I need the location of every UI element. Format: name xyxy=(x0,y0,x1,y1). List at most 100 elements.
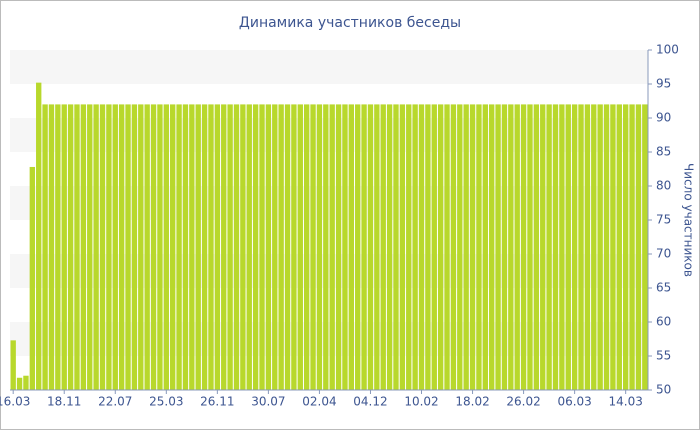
bar xyxy=(514,104,520,391)
y-tick-label: 75 xyxy=(656,213,671,227)
bar xyxy=(131,104,138,391)
y-tick-label: 50 xyxy=(656,383,671,397)
y-tick-label: 70 xyxy=(656,247,671,261)
x-tick-label: 06.03 xyxy=(557,395,591,409)
bar xyxy=(297,104,303,391)
bar xyxy=(55,104,61,391)
bar xyxy=(252,104,259,391)
bar xyxy=(508,104,514,391)
bar xyxy=(227,104,233,391)
y-tick-label: 85 xyxy=(656,145,671,159)
x-tick-label: 30.07 xyxy=(251,395,285,409)
bar xyxy=(170,104,176,391)
bar xyxy=(208,104,214,391)
bar xyxy=(150,104,157,391)
x-tick-label: 26.11 xyxy=(200,395,234,409)
bar xyxy=(533,104,540,391)
bar xyxy=(616,104,622,391)
bar xyxy=(182,104,189,391)
bar xyxy=(176,104,182,391)
bar xyxy=(163,104,169,391)
chart-title: Динамика участников беседы xyxy=(239,15,461,31)
bar xyxy=(246,104,252,391)
bar xyxy=(125,104,131,391)
bar xyxy=(361,104,367,391)
bar xyxy=(265,104,272,391)
y-tick-label: 65 xyxy=(656,281,671,295)
bar xyxy=(591,104,597,391)
x-tick-label: 18.11 xyxy=(47,395,81,409)
bar xyxy=(635,104,642,391)
x-tick-label: 18.02 xyxy=(455,395,489,409)
y-tick-label: 55 xyxy=(656,349,671,363)
bar xyxy=(67,104,74,391)
bar xyxy=(501,104,508,391)
x-tick-label: 22.07 xyxy=(98,395,132,409)
bar xyxy=(329,104,335,391)
bar xyxy=(112,104,118,391)
bar xyxy=(418,104,425,391)
bar xyxy=(437,104,444,391)
bar xyxy=(629,104,635,391)
grid-band xyxy=(10,254,648,288)
bar xyxy=(520,104,527,391)
bar xyxy=(527,104,533,391)
bar xyxy=(157,104,163,391)
grid-band xyxy=(10,322,648,356)
bar xyxy=(138,104,144,391)
y-tick-label: 80 xyxy=(656,179,671,193)
bar xyxy=(495,104,501,391)
bar xyxy=(386,104,393,391)
bar xyxy=(291,104,297,391)
bar xyxy=(48,104,55,391)
bar xyxy=(80,104,87,391)
bar xyxy=(342,104,348,391)
bar xyxy=(393,104,399,391)
bar xyxy=(259,104,265,391)
bar xyxy=(195,104,201,391)
x-tick-label: 26.02 xyxy=(506,395,540,409)
bar xyxy=(93,104,99,391)
x-tick-label: 16.03 xyxy=(0,395,30,409)
bar xyxy=(74,104,80,391)
grid-band xyxy=(10,186,648,220)
bar xyxy=(546,104,552,391)
bar xyxy=(571,104,578,391)
bar xyxy=(412,104,418,391)
bar xyxy=(374,104,380,391)
bar xyxy=(23,375,29,390)
bar xyxy=(622,104,629,391)
bar xyxy=(552,104,559,391)
bar xyxy=(87,104,93,391)
bar xyxy=(380,104,386,391)
y-tick-label: 60 xyxy=(656,315,671,329)
bar xyxy=(233,104,240,391)
y-tick-label: 95 xyxy=(656,77,671,91)
bar xyxy=(42,104,48,391)
bar xyxy=(106,104,112,391)
bar xyxy=(355,104,361,391)
x-tick-label: 14.03 xyxy=(608,395,642,409)
bar xyxy=(482,104,488,391)
bar xyxy=(610,104,616,391)
bar xyxy=(99,104,106,391)
x-tick-label: 25.03 xyxy=(149,395,183,409)
bar xyxy=(540,104,546,391)
bar xyxy=(431,104,437,391)
bar xyxy=(189,104,195,391)
y-axis-label: Число участников xyxy=(682,163,696,277)
bar xyxy=(603,104,610,391)
bar xyxy=(310,104,316,391)
y-tick-label: 90 xyxy=(656,111,671,125)
bar xyxy=(444,104,450,391)
grid-band xyxy=(10,118,648,152)
x-tick-label: 02.04 xyxy=(302,395,336,409)
bar xyxy=(489,104,495,391)
bar xyxy=(29,166,36,390)
bar xyxy=(367,104,374,391)
bar xyxy=(10,340,16,390)
bar xyxy=(144,104,150,391)
bar xyxy=(597,104,603,391)
